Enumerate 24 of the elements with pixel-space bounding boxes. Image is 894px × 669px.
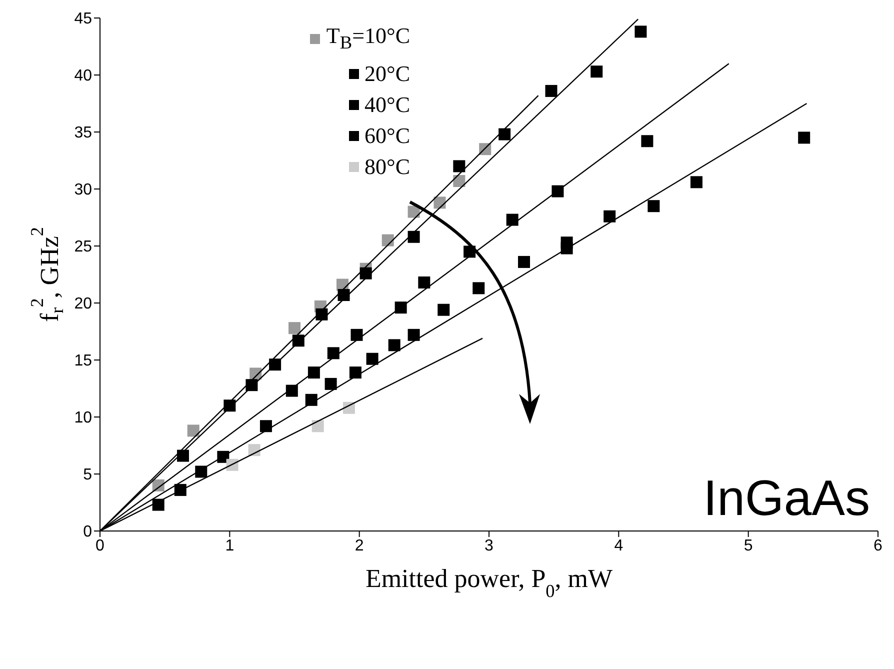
legend-label: 40°C [364, 91, 410, 120]
y-tick-label: 10 [74, 410, 92, 427]
y-tick-label: 30 [74, 182, 92, 199]
x-tick-label: 6 [874, 537, 883, 554]
y-tick-label: 45 [74, 10, 92, 28]
x-tick-label: 4 [614, 537, 624, 554]
y-tick-label: 5 [83, 466, 92, 484]
annotation: InGaAs [703, 469, 870, 527]
x-tick-label: 3 [484, 537, 494, 554]
x-tick-label: 5 [744, 537, 753, 554]
x-tick-label: 0 [96, 537, 105, 554]
legend-label: 80°C [364, 153, 410, 182]
x-axis-title: Emitted power, P$_{0}$, mW [365, 564, 613, 601]
y-tick-label: 15 [74, 352, 92, 370]
y-tick-label: 40 [74, 68, 92, 85]
y-tick-label: 20 [74, 296, 92, 313]
y-tick-label: 35 [74, 124, 92, 142]
y-tick-label: 25 [74, 238, 92, 256]
legend-label: T$_{B}$=10°C [326, 22, 410, 54]
y-tick-label: 0 [83, 524, 92, 541]
legend-label: 20°C [364, 60, 410, 88]
x-tick-label: 2 [354, 537, 364, 554]
x-tick-label: 1 [225, 537, 234, 554]
legend-label: 60°C [364, 122, 410, 150]
